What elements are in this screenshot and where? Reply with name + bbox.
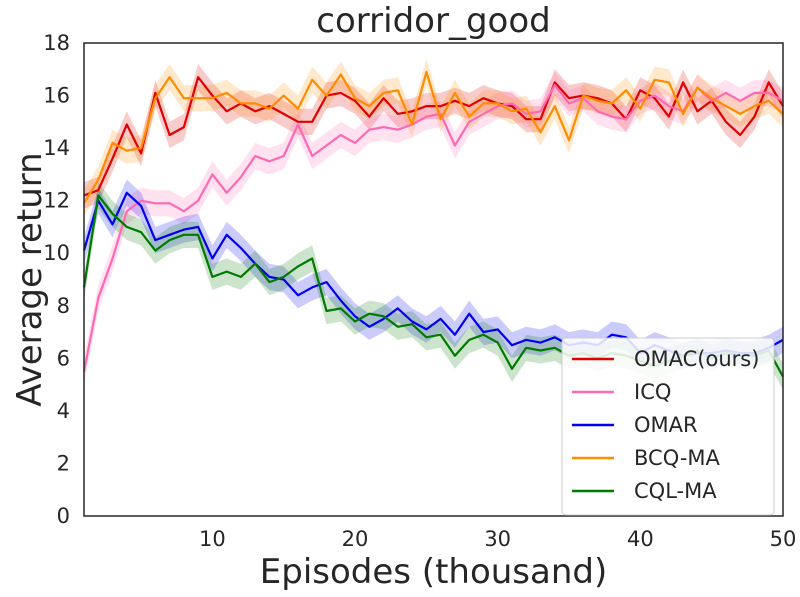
- x-tick-label: 50: [770, 527, 797, 551]
- y-tick-label: 0: [57, 504, 70, 528]
- y-axis-ticks: 0 2 4 6 8 10 12 14 16 18: [43, 31, 70, 528]
- legend-label-icq: ICQ: [634, 380, 671, 404]
- y-tick-label: 12: [43, 189, 70, 213]
- legend-label-omac-ours: OMAC(ours): [634, 347, 759, 371]
- chart-title: corridor_good: [316, 1, 550, 41]
- x-axis-ticks: 10 20 30 40 50: [199, 527, 796, 551]
- y-tick-label: 16: [43, 84, 70, 108]
- legend-label-cql-ma: CQL-MA: [634, 479, 717, 503]
- legend-label-omar: OMAR: [634, 413, 698, 437]
- icq-line: [82, 83, 784, 372]
- legend-box: [561, 337, 775, 516]
- x-axis-label: Episodes (thousand): [260, 552, 608, 592]
- bcq-ma-band: [84, 58, 783, 217]
- icq-band: [84, 71, 783, 385]
- x-tick-label: 40: [627, 527, 654, 551]
- y-tick-label: 4: [57, 399, 70, 423]
- plot-frame: [83, 42, 784, 517]
- y-axis-label: Average return: [10, 152, 50, 406]
- y-tick-label: 8: [57, 294, 70, 318]
- legend-label-bcq-ma: BCQ-MA: [634, 446, 721, 470]
- y-tick-label: 6: [57, 346, 70, 370]
- bcq-ma-line: [83, 70, 784, 204]
- y-tick-label: 2: [57, 451, 70, 475]
- x-tick-label: 20: [342, 527, 369, 551]
- y-tick-label: 10: [43, 241, 70, 265]
- legend: OMAC(ours) ICQ OMAR BCQ-MA CQL-MA: [561, 337, 775, 516]
- omac-ours-band: [84, 64, 783, 209]
- x-tick-label: 10: [199, 527, 226, 551]
- x-tick-label: 30: [484, 527, 511, 551]
- y-tick-label: 18: [43, 31, 70, 55]
- y-tick-label: 14: [43, 136, 70, 160]
- omac-ours-line: [83, 76, 784, 197]
